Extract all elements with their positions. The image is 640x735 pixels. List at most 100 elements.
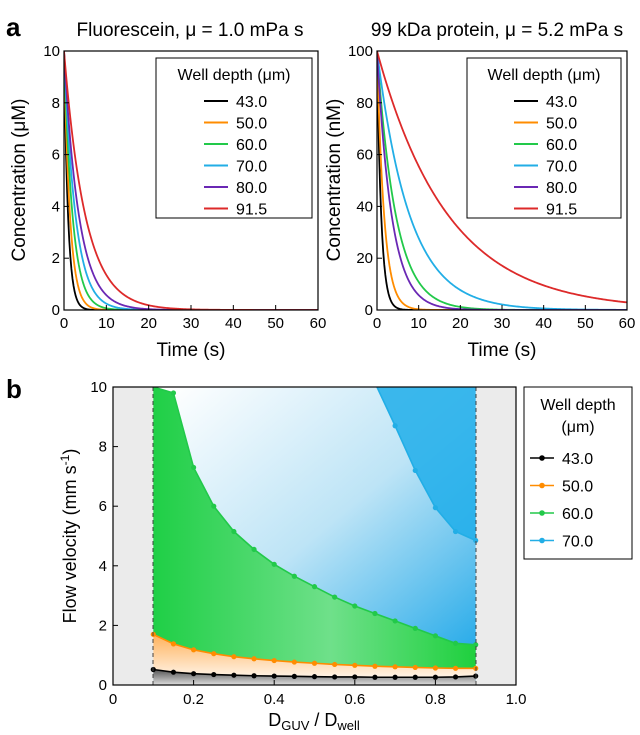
y-tick-label: 80 xyxy=(356,95,373,112)
data-point-43.0 xyxy=(352,674,358,680)
data-point-60.0 xyxy=(311,584,318,590)
data-point-43.0 xyxy=(452,674,459,680)
x-tick-label: 10 xyxy=(98,315,115,332)
series-line-91.5 xyxy=(377,51,627,304)
data-point-60.0 xyxy=(392,618,398,624)
data-point-60.0 xyxy=(170,390,177,396)
excluded-region-right xyxy=(476,387,516,685)
legend: Well depth (μm) 43.0 50.0 60.0 70.0 80.0 91.5 xyxy=(155,57,313,219)
y-tick-label: 8 xyxy=(52,95,60,112)
legend-entry-50.0: 50.0 xyxy=(236,116,267,133)
data-point-50.0 xyxy=(332,661,338,668)
x-tick-label: 40 xyxy=(535,315,552,332)
legend-entry-60.0: 60.0 xyxy=(236,137,267,154)
legend-entry-70.0: 70.0 xyxy=(236,159,267,176)
data-point-43.0 xyxy=(251,673,257,679)
data-point-60.0 xyxy=(372,610,378,617)
x-tick-label: 40 xyxy=(225,315,242,332)
x-axis-label: Time (s) xyxy=(157,340,226,361)
data-point-50.0 xyxy=(191,647,197,653)
panel-label-b: b xyxy=(6,374,22,404)
chart-fluorescein: Fluorescein, μ = 1.0 mPa s 0 10 20 30 40 50 60… xyxy=(9,20,326,361)
chart-title: 99 kDa protein, μ = 5.2 mPa s xyxy=(371,20,623,41)
data-point-60.0 xyxy=(332,594,338,600)
y-tick-label: 40 xyxy=(356,198,373,215)
legend-box xyxy=(466,57,622,219)
data-point-60.0 xyxy=(452,640,459,646)
legend-entry-43.0: 43.0 xyxy=(546,94,577,111)
data-point-43.0 xyxy=(372,674,378,680)
y-tick-label: 4 xyxy=(99,558,107,575)
legend-entry-91.5: 91.5 xyxy=(236,202,267,219)
legend-title: Well depth (μm) xyxy=(178,67,291,84)
y-axis-label: Concentration (μM) xyxy=(9,98,30,261)
y-tick-label: 100 xyxy=(348,43,373,60)
y-tick-label: 2 xyxy=(52,250,60,267)
legend-marker-70.0 xyxy=(539,537,545,544)
y-tick-label: 10 xyxy=(90,379,107,396)
data-point-43.0 xyxy=(311,674,318,680)
data-point-50.0 xyxy=(432,665,438,671)
data-point-43.0 xyxy=(191,671,197,677)
data-point-60.0 xyxy=(231,528,237,535)
legend-entry-43.0: 43.0 xyxy=(562,451,593,468)
x-tick-label: 50 xyxy=(267,315,284,332)
data-point-50.0 xyxy=(392,664,398,670)
chart-protein: 99 kDa protein, μ = 5.2 mPa s 0 10 20 30 40 5… xyxy=(324,20,635,361)
data-point-43.0 xyxy=(432,674,438,680)
y-tick-label: 8 xyxy=(99,439,107,456)
legend-entry-50.0: 50.0 xyxy=(562,479,593,496)
data-point-60.0 xyxy=(473,642,479,648)
panel-label-a: a xyxy=(6,12,21,42)
y-axis-label: Concentration (nM) xyxy=(324,99,345,262)
x-axis-label: DGUV / Dwell xyxy=(268,710,360,733)
data-point-43.0 xyxy=(170,669,177,675)
data-point-70.0 xyxy=(432,505,438,511)
data-point-70.0 xyxy=(392,423,398,429)
x-tick-label: 1.0 xyxy=(506,691,527,708)
legend-title-line2: (μm) xyxy=(561,419,594,436)
data-point-50.0 xyxy=(352,662,358,668)
legend-box xyxy=(155,57,313,219)
data-point-60.0 xyxy=(251,546,257,553)
legend-marker-60.0 xyxy=(539,510,545,516)
x-tick-label: 30 xyxy=(494,315,511,332)
chart-flow-velocity: 0 0.2 0.4 0.6 0.8 1.0 0 2 4 6 8 10 DGUV / Dwell Flo… xyxy=(58,379,633,733)
x-tick-label: 0.8 xyxy=(425,691,446,708)
excluded-region-left xyxy=(113,387,153,685)
x-tick-label: 0 xyxy=(373,315,381,332)
x-tick-label: 20 xyxy=(452,315,469,332)
data-point-43.0 xyxy=(291,673,297,679)
data-point-60.0 xyxy=(191,464,197,471)
data-point-50.0 xyxy=(452,665,459,671)
legend: Well depth (μm) 43.0 50.0 60.0 70.0 80.0 91.5 xyxy=(466,57,622,219)
chart-title: Fluorescein, μ = 1.0 mPa s xyxy=(77,20,304,41)
y-axis-label: Flow velocity (mm s-1) xyxy=(58,449,80,624)
data-point-50.0 xyxy=(372,663,378,669)
data-point-50.0 xyxy=(170,641,177,647)
data-point-50.0 xyxy=(271,657,277,664)
x-tick-label: 0.4 xyxy=(264,691,285,708)
x-tick-label: 30 xyxy=(183,315,200,332)
legend-entry-70.0: 70.0 xyxy=(546,159,577,176)
data-point-43.0 xyxy=(271,673,277,679)
data-point-70.0 xyxy=(412,467,418,474)
y-tick-label: 0 xyxy=(99,677,107,694)
legend-entry-50.0: 50.0 xyxy=(546,116,577,133)
legend-entry-60.0: 60.0 xyxy=(562,506,593,523)
data-point-43.0 xyxy=(332,674,338,680)
y-tick-label: 2 xyxy=(99,617,107,634)
y-tick-label: 0 xyxy=(365,302,373,319)
y-tick-label: 20 xyxy=(356,250,373,267)
data-point-43.0 xyxy=(392,674,398,680)
x-tick-label: 20 xyxy=(140,315,157,332)
y-tick-label: 4 xyxy=(52,198,60,215)
x-axis-label: Time (s) xyxy=(468,340,537,361)
data-point-60.0 xyxy=(291,573,297,579)
region-50 xyxy=(153,634,476,678)
legend-box xyxy=(523,386,633,560)
data-point-50.0 xyxy=(311,660,318,666)
y-tick-label: 6 xyxy=(99,498,107,515)
region-70-upper xyxy=(376,387,476,541)
